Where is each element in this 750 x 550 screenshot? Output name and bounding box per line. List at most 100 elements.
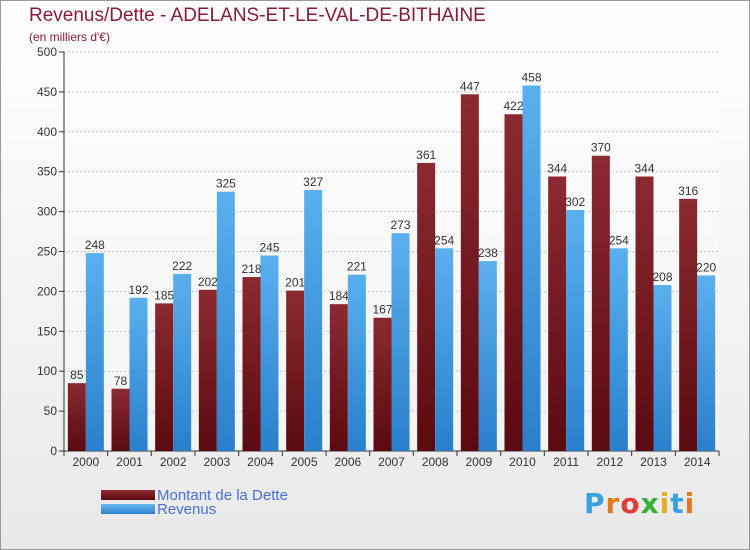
bar-revenue	[85, 253, 104, 451]
bar-revenue	[609, 248, 628, 451]
bar-revenue	[216, 191, 235, 451]
data-label-debt: 370	[591, 141, 611, 155]
y-tick-label: 450	[37, 85, 57, 99]
y-tick-label: 100	[37, 364, 57, 378]
logo-letter: i	[684, 487, 696, 520]
y-tick-label: 50	[44, 404, 58, 418]
chart-subtitle: (en milliers d'€)	[29, 30, 110, 44]
legend-swatch-revenue	[101, 504, 155, 514]
data-label-revenue: 254	[434, 233, 454, 247]
data-label-debt: 184	[329, 289, 349, 303]
x-tick-label: 2005	[291, 455, 318, 469]
bar-revenue	[304, 190, 323, 451]
bar-revenue	[173, 273, 192, 451]
bar-debt	[635, 176, 654, 451]
bar-revenue	[566, 210, 585, 451]
data-label-debt: 344	[547, 161, 567, 175]
y-tick-label: 350	[37, 165, 57, 179]
data-label-debt: 422	[503, 99, 523, 113]
x-tick-label: 2000	[72, 455, 99, 469]
data-label-revenue: 245	[259, 240, 279, 254]
bar-revenue	[435, 248, 454, 451]
bar-debt	[504, 114, 523, 451]
x-tick-label: 2004	[247, 455, 274, 469]
bar-revenue	[653, 285, 672, 451]
bar-revenue	[391, 233, 410, 451]
bar-revenue	[260, 255, 279, 451]
x-tick-label: 2007	[378, 455, 405, 469]
y-tick-label: 250	[37, 245, 57, 259]
logo-letter: r	[605, 487, 621, 520]
data-label-revenue: 302	[565, 195, 585, 209]
x-tick-label: 2003	[203, 455, 230, 469]
data-label-revenue: 192	[128, 283, 148, 297]
data-label-debt: 218	[241, 262, 261, 276]
proxiti-logo: Proxiti	[584, 487, 695, 520]
legend-item-revenue: Revenus	[101, 500, 217, 518]
bar-debt	[417, 162, 436, 451]
logo-letter: o	[620, 487, 641, 520]
x-tick-label: 2009	[465, 455, 492, 469]
data-label-revenue: 325	[216, 177, 236, 191]
bar-debt	[111, 388, 130, 451]
data-label-debt: 361	[416, 148, 436, 162]
logo-letter: x	[640, 487, 660, 520]
bar-debt	[679, 198, 698, 451]
x-tick-label: 2014	[684, 455, 711, 469]
y-tick-label: 150	[37, 324, 57, 338]
x-tick-label: 2006	[334, 455, 361, 469]
data-label-revenue: 458	[521, 71, 541, 85]
logo-letter: P	[584, 487, 606, 520]
legend-swatch-debt	[101, 490, 155, 500]
bar-debt	[198, 289, 217, 451]
x-tick-label: 2012	[596, 455, 623, 469]
bar-debt	[548, 176, 567, 451]
bar-debt	[242, 277, 261, 451]
bar-debt	[373, 317, 392, 451]
data-label-revenue: 221	[347, 260, 367, 274]
data-label-debt: 185	[154, 288, 174, 302]
chart-title: Revenus/Dette - ADELANS-ET-LE-VAL-DE-BIT…	[29, 5, 486, 26]
bar-debt	[591, 155, 610, 452]
data-label-debt: 85	[70, 368, 84, 382]
x-tick-label: 2011	[553, 455, 579, 469]
data-label-revenue: 208	[652, 270, 672, 284]
x-tick-label: 2008	[422, 455, 449, 469]
data-label-debt: 201	[285, 276, 305, 290]
bar-revenue	[347, 274, 366, 451]
data-label-revenue: 238	[478, 246, 498, 260]
bar-debt	[155, 303, 174, 451]
legend-item-debt: Montant de la Dette	[101, 486, 288, 504]
y-tick-label: 400	[37, 125, 57, 139]
bar-revenue	[478, 261, 497, 451]
bar-revenue	[129, 297, 148, 451]
bar-debt	[460, 94, 479, 451]
data-label-debt: 316	[678, 184, 698, 198]
data-label-debt: 202	[198, 275, 218, 289]
data-label-debt: 78	[114, 374, 128, 388]
legend-label-revenue: Revenus	[157, 500, 217, 518]
data-label-revenue: 248	[85, 238, 105, 252]
data-label-debt: 167	[372, 303, 392, 317]
data-label-revenue: 220	[696, 260, 716, 274]
x-tick-label: 2013	[640, 455, 667, 469]
logo-letter: i	[659, 487, 671, 520]
y-tick-label: 500	[37, 45, 57, 59]
data-label-revenue: 254	[609, 233, 629, 247]
bar-chart: 0 50 100 150 200 250 300 350 400 450 500 2000 85 248 2…	[37, 45, 720, 469]
x-tick-label: 2002	[160, 455, 187, 469]
logo-letter: t	[670, 487, 685, 520]
data-label-revenue: 327	[303, 175, 323, 189]
x-tick-label: 2010	[509, 455, 536, 469]
data-label-revenue: 273	[390, 218, 410, 232]
x-tick-label: 2001	[116, 455, 143, 469]
legend-label-debt: Montant de la Dette	[157, 486, 288, 504]
y-tick-label: 300	[37, 205, 57, 219]
data-label-debt: 344	[634, 161, 654, 175]
bar-debt	[286, 290, 305, 451]
y-tick-label: 0	[50, 444, 57, 458]
bar-debt	[329, 304, 348, 451]
bar-debt	[67, 383, 86, 451]
data-label-debt: 447	[460, 79, 480, 93]
bar-revenue	[697, 275, 716, 451]
